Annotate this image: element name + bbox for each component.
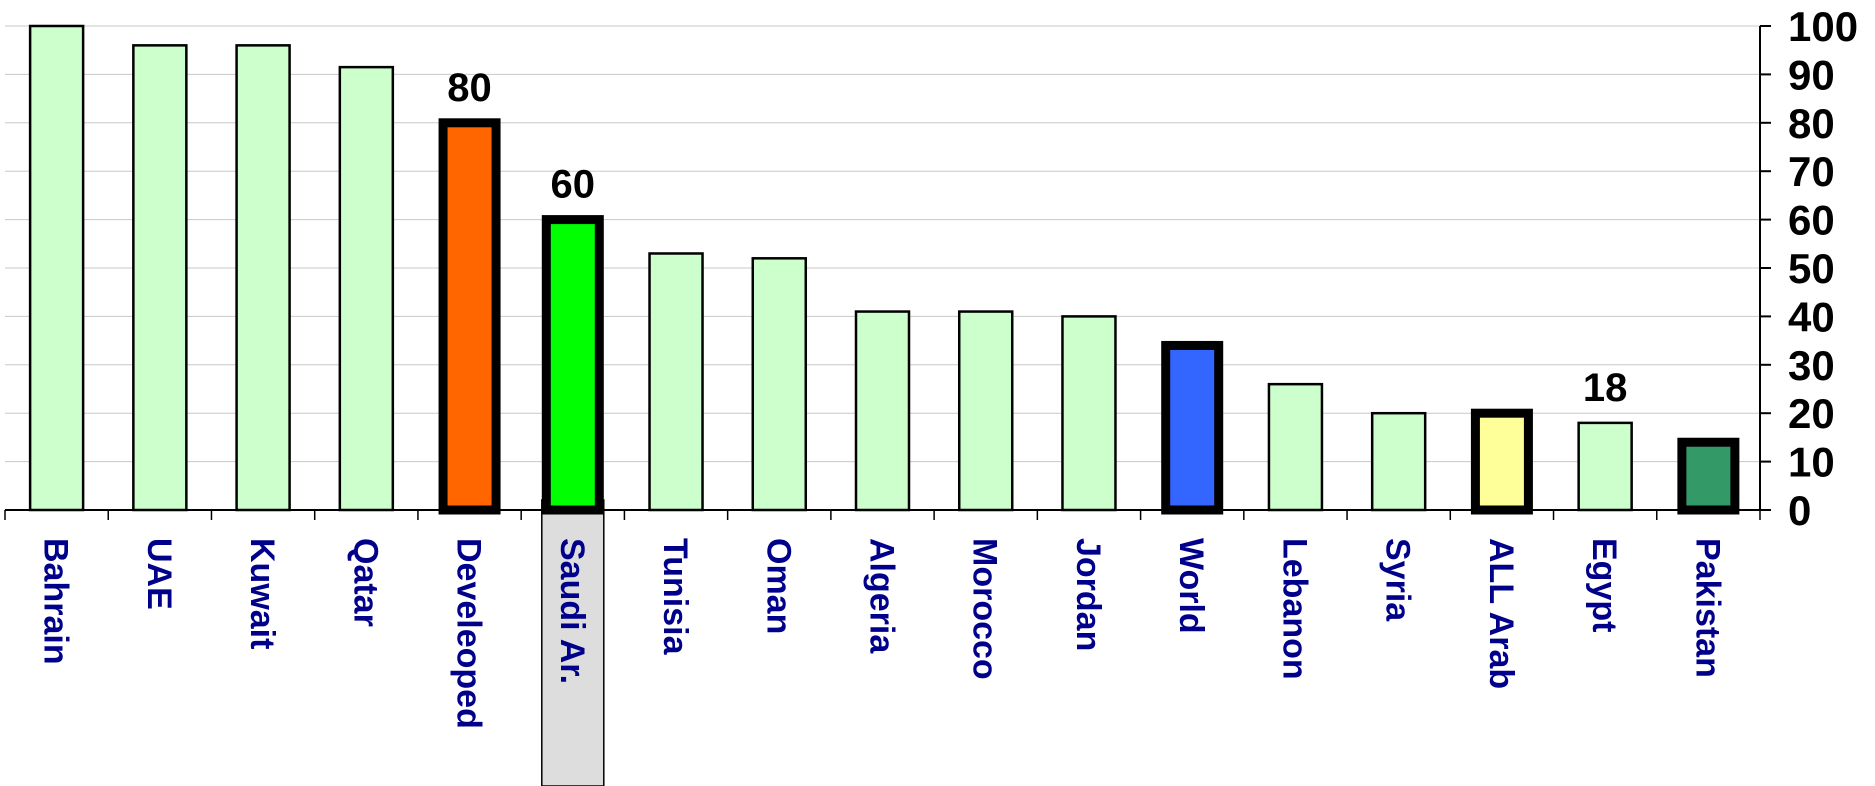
bar-saudi-ar [541, 215, 604, 515]
bars [28, 24, 1740, 515]
y-tick-label: 80 [1788, 100, 1835, 147]
category-label: Qatar [346, 538, 384, 627]
category-label: Lebanon [1275, 538, 1313, 680]
category-label: Tunisia [656, 538, 694, 656]
y-tick-label: 50 [1788, 245, 1835, 292]
category-label: Egypt [1585, 538, 1623, 632]
category-label: World [1172, 538, 1210, 634]
bar-oman [751, 257, 808, 512]
data-label: 60 [551, 163, 596, 207]
bar-jordan [1061, 315, 1117, 512]
y-tick-label: 60 [1788, 197, 1835, 244]
data-label: 80 [447, 66, 492, 110]
category-label: Develeoped [450, 538, 488, 729]
y-tick-label: 30 [1788, 342, 1835, 389]
category-label: Algeria [863, 538, 901, 654]
category-label: Bahrain [37, 538, 75, 665]
y-tick-label: 70 [1788, 148, 1835, 195]
axes [4, 25, 1771, 520]
bar-pakistan [1677, 437, 1740, 515]
category-label: Syria [1379, 538, 1417, 622]
y-tick-label: 100 [1788, 3, 1858, 50]
data-labels: 80 60 18 [447, 66, 1627, 410]
bar-kuwait [235, 44, 291, 512]
y-tick-label: 0 [1788, 487, 1811, 534]
category-label: Saudi Ar. [553, 538, 591, 684]
y-tick-label: 20 [1788, 390, 1835, 437]
bar-qatar [338, 65, 395, 512]
y-tick-label: 40 [1788, 293, 1835, 340]
category-label: UAE [140, 538, 178, 610]
category-label: Jordan [1069, 538, 1107, 651]
bar-morocco [957, 310, 1014, 512]
category-label: Pakistan [1688, 538, 1726, 678]
bar-lebanon [1267, 382, 1324, 512]
bar-bahrain [28, 24, 85, 512]
bar-develeoped [438, 118, 501, 515]
gridlines [5, 25, 1760, 463]
y-tick-label: 10 [1788, 439, 1835, 486]
bar-egypt [1577, 421, 1633, 512]
data-label: 18 [1583, 366, 1628, 410]
bar-world [1161, 340, 1224, 515]
bar-all-arab [1470, 408, 1533, 515]
bar-uae [132, 44, 188, 512]
category-label: Oman [759, 538, 797, 634]
bar-tunisia [648, 252, 704, 512]
category-label: ALL Arab [1482, 538, 1520, 689]
bar-syria [1370, 411, 1427, 512]
y-tick-label: 90 [1788, 51, 1835, 98]
category-label: Morocco [966, 538, 1004, 680]
category-labels: Bahrain UAE Kuwait Qatar Develeoped Saudi Ar.… [37, 538, 1727, 729]
category-label: Kuwait [243, 538, 281, 649]
bar-algeria [854, 310, 911, 512]
